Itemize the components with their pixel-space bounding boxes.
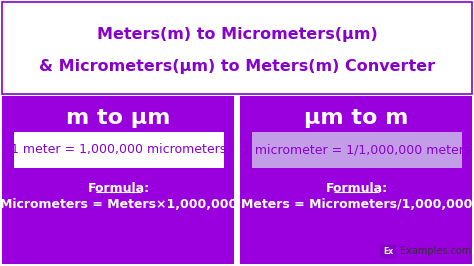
Text: m to μm: m to μm bbox=[66, 108, 170, 128]
Text: Meters = Micrometers/1,000,000: Meters = Micrometers/1,000,000 bbox=[241, 197, 473, 210]
Text: Meters(m) to Micrometers(μm): Meters(m) to Micrometers(μm) bbox=[97, 27, 377, 41]
Text: Ex: Ex bbox=[383, 247, 393, 256]
FancyBboxPatch shape bbox=[14, 132, 224, 168]
FancyBboxPatch shape bbox=[2, 96, 234, 264]
Text: 1 meter = 1,000,000 micrometers: 1 meter = 1,000,000 micrometers bbox=[11, 143, 227, 156]
Text: Examples.com: Examples.com bbox=[400, 246, 471, 256]
Text: Micrometers = Meters×1,000,000: Micrometers = Meters×1,000,000 bbox=[0, 197, 237, 210]
Text: μm to m: μm to m bbox=[304, 108, 408, 128]
Text: Formula:: Formula: bbox=[88, 181, 150, 194]
FancyBboxPatch shape bbox=[2, 2, 472, 94]
FancyBboxPatch shape bbox=[240, 96, 472, 264]
Text: & Micrometers(μm) to Meters(m) Converter: & Micrometers(μm) to Meters(m) Converter bbox=[39, 59, 435, 73]
FancyBboxPatch shape bbox=[252, 132, 462, 168]
FancyBboxPatch shape bbox=[380, 244, 396, 258]
Text: Formula:: Formula: bbox=[326, 181, 388, 194]
Text: 1 micrometer = 1/1,000,000 meters: 1 micrometer = 1/1,000,000 meters bbox=[243, 143, 471, 156]
